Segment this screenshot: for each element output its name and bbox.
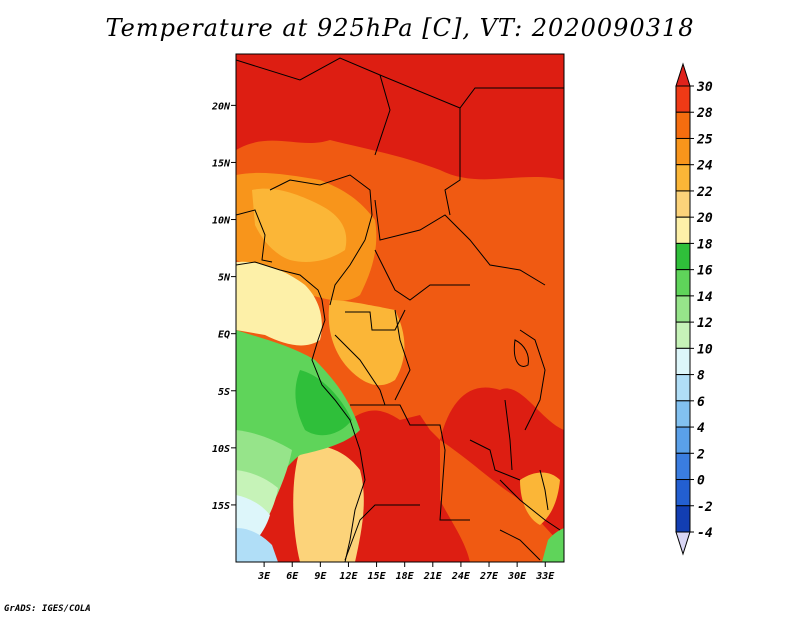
- colorbar-label: 14: [697, 290, 713, 305]
- border-cameroon-west: [329, 239, 366, 306]
- field-yellow-angola: [293, 446, 364, 562]
- colorbar-box: [675, 111, 691, 139]
- colorbar-label: 20: [696, 211, 713, 226]
- border-chad-sudan: [444, 108, 461, 216]
- border-angola: [350, 404, 470, 521]
- lake-malawi: [539, 469, 549, 511]
- colorbar-label: 16: [697, 264, 713, 279]
- colorbar-label: 22: [696, 185, 713, 200]
- colorbar-label: 24: [696, 159, 713, 174]
- temperature-field: [236, 54, 564, 562]
- colorbar-label: 4: [697, 421, 705, 436]
- lon-tick-label: 3E: [257, 571, 271, 582]
- lake-victoria: [513, 339, 529, 367]
- lon-tick-label: 33E: [535, 571, 555, 582]
- plot-frame: [235, 53, 565, 563]
- border-mozambique: [499, 479, 561, 531]
- colorbar-box: [675, 242, 691, 271]
- colorbar-box: [675, 400, 691, 428]
- border-zimbabwe: [499, 529, 541, 561]
- colorbar-box: [675, 216, 691, 244]
- colorbar-label: 12: [697, 316, 713, 331]
- lon-tick-label: 15E: [368, 571, 387, 582]
- colorbar-box: [675, 505, 691, 533]
- colorbar-box: [675, 452, 691, 481]
- colorbar-box: [675, 269, 691, 297]
- colorbar-bottom-arrow: [675, 531, 691, 556]
- lon-tick-label: 27E: [479, 571, 499, 582]
- border-namibia: [344, 504, 420, 561]
- lon-tick-label: 6E: [286, 571, 299, 582]
- border-drc-west: [394, 309, 411, 401]
- border-niger-chad: [374, 74, 391, 156]
- border-lakes: [519, 329, 546, 431]
- field-pale-west: [236, 261, 322, 346]
- colorbar-box: [675, 85, 691, 113]
- border-benin: [236, 209, 273, 263]
- lon-tick-label: 21E: [423, 571, 443, 582]
- field-blue-corner: [236, 528, 278, 562]
- colorbar-box: [675, 295, 691, 323]
- colorbar-label: 30: [696, 80, 713, 95]
- colorbar-label: 25: [696, 132, 713, 147]
- colorbar-box: [675, 426, 691, 454]
- border-gabon: [345, 309, 406, 331]
- colorbar-box: [675, 347, 691, 376]
- colorbar-label: 2: [696, 447, 705, 462]
- colorbar-label: 6: [697, 395, 705, 410]
- colorbar-label: -2: [697, 500, 713, 515]
- field-light-sahel: [252, 188, 347, 262]
- map-title: Temperature at 925hPa [C], VT: 202009031…: [105, 14, 695, 42]
- field-yellow-central: [328, 300, 405, 386]
- lat-tick-label: 5N: [218, 273, 231, 284]
- colorbar-top-arrow: [675, 62, 691, 87]
- lon-tick-label: 9E: [314, 571, 327, 582]
- field-yellow-se: [520, 472, 560, 525]
- colorbar-label: 8: [697, 369, 705, 384]
- colorbar-box: [675, 374, 691, 402]
- colorbar-box: [675, 190, 691, 218]
- colorbar-box: [675, 164, 691, 192]
- lon-tick-label: 24E: [451, 571, 471, 582]
- border-nigeria-north: [269, 174, 373, 241]
- colorbar-box: [675, 479, 691, 507]
- lat-tick-label: 15N: [212, 158, 231, 169]
- field-darkgreen-ocean: [295, 370, 352, 436]
- map-axes: 20N 15N 10N 5N EQ 5S 10S 15S 3E 6E 9E 12E 15E 18E 21E 2…: [211, 101, 555, 582]
- border-car-south: [374, 249, 470, 301]
- lon-tick-label: 30E: [507, 571, 527, 582]
- lat-tick-label: 10S: [212, 444, 230, 455]
- border-zambia: [469, 439, 521, 481]
- colorbar-label: 0: [697, 474, 705, 489]
- field-orange-south: [440, 440, 564, 562]
- footer-credit: GrADS: IGES/COLA: [4, 604, 91, 614]
- colorbar-label: 28: [696, 106, 713, 121]
- coastline-west: [236, 261, 366, 562]
- lon-tick-label: 18E: [396, 571, 415, 582]
- border-car: [374, 199, 546, 286]
- field-green-se: [542, 528, 564, 562]
- border-congo: [334, 334, 386, 406]
- colorbar-label: 10: [697, 342, 713, 357]
- lat-tick-label: 10N: [212, 216, 231, 227]
- lon-tick-label: 12E: [339, 571, 358, 582]
- lat-tick-label: EQ: [218, 330, 230, 341]
- colorbar-box: [675, 137, 691, 166]
- country-borders: [236, 57, 564, 562]
- colorbar-label: 18: [697, 237, 713, 252]
- lake-tanganyika: [504, 399, 513, 471]
- lat-tick-label: 20N: [211, 101, 231, 112]
- colorbar-box: [675, 321, 691, 349]
- lat-tick-label: 15S: [212, 501, 230, 512]
- lat-tick-label: 5S: [218, 387, 230, 398]
- colorbar-label: -4: [697, 526, 713, 541]
